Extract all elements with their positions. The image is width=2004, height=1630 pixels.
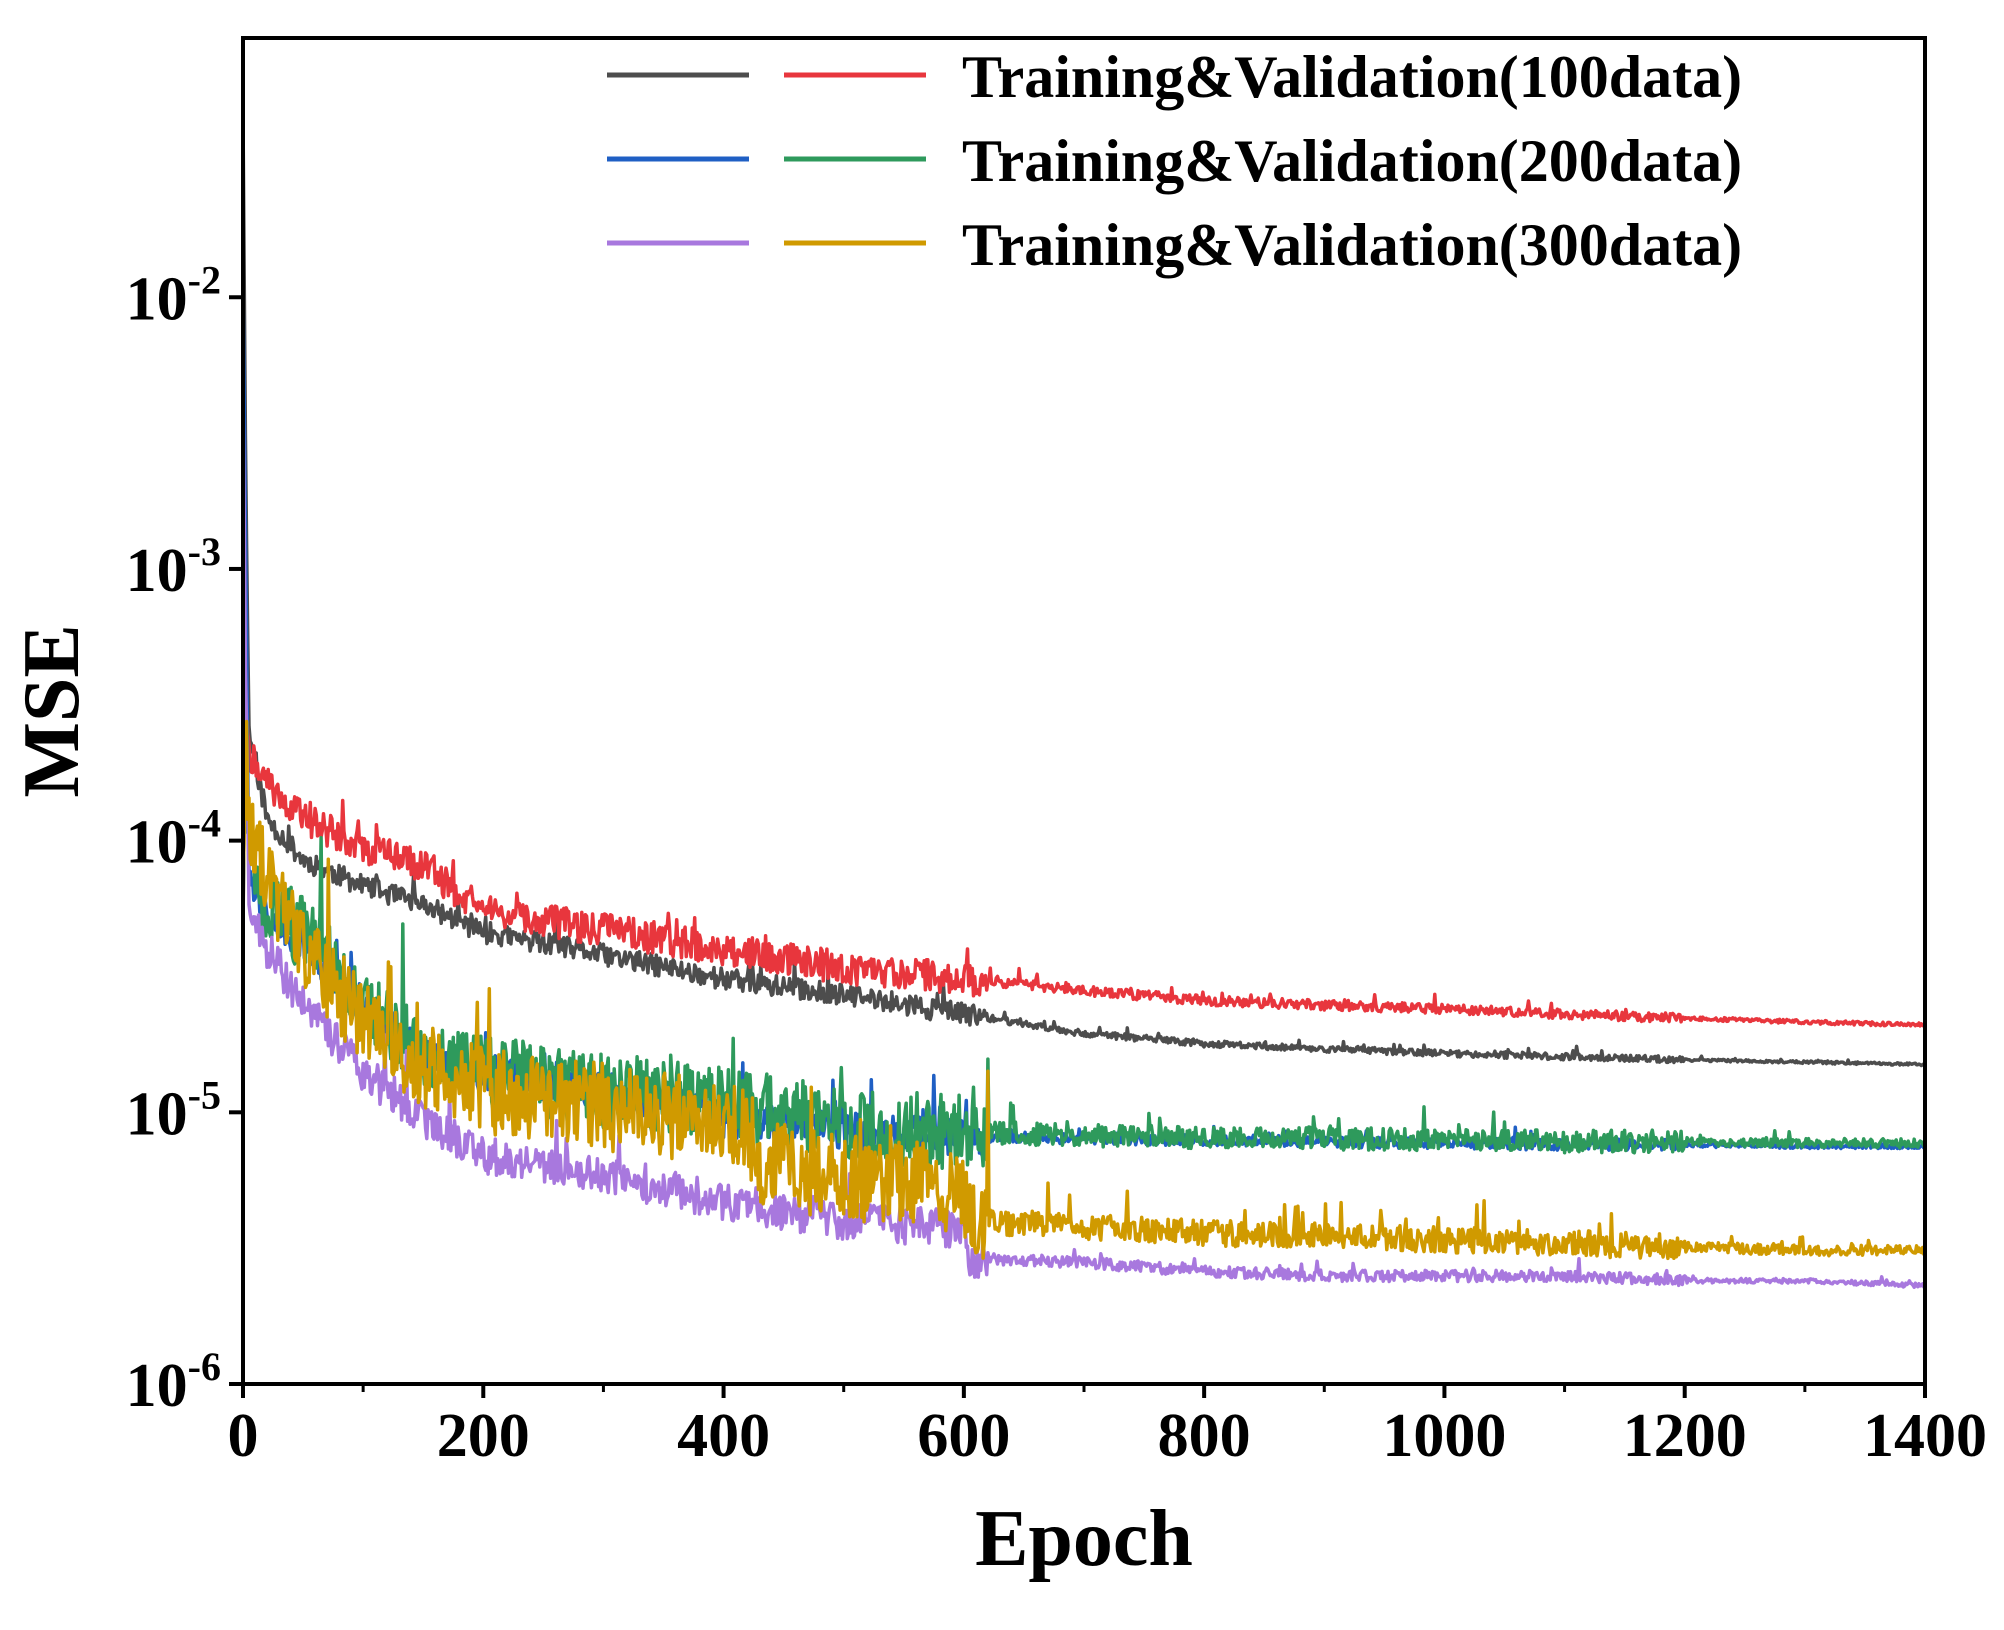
y-tick-label: 10-5: [126, 1072, 221, 1148]
legend-label: Training&Validation(300data): [962, 212, 1742, 278]
x-tick-label: 800: [1158, 1402, 1251, 1470]
legend-label: Training&Validation(200data): [962, 128, 1742, 194]
series-line-3: [243, 285, 1925, 1157]
series-layer: [243, 112, 1925, 1289]
series-line-2: [243, 712, 1925, 1028]
x-axis-label: Epoch: [975, 1495, 1193, 1583]
x-tick-label: 200: [437, 1402, 530, 1470]
y-tick-label: 10-4: [126, 801, 221, 877]
x-tick-label: 600: [917, 1402, 1010, 1470]
axis-layer: 0 200 400 600 800 1000 1200 1400 10-2 10-3 10-4 10-…: [126, 257, 1987, 1470]
series-line-6: [243, 719, 1925, 1261]
y-tick-label: 10-6: [126, 1344, 221, 1420]
series-line-1: [243, 112, 1925, 1068]
x-tick-label: 1000: [1382, 1402, 1506, 1470]
x-tick-label: 1200: [1623, 1402, 1747, 1470]
y-tick-label: 10-3: [126, 529, 221, 605]
y-tick-label: 10-2: [126, 257, 221, 333]
series-line-5: [243, 388, 1925, 1289]
x-tick-label: 1400: [1863, 1402, 1987, 1470]
x-tick-label: 0: [228, 1402, 259, 1470]
legend: Training&Validation(100data) Training&Val…: [607, 44, 1742, 278]
legend-label: Training&Validation(100data): [962, 44, 1742, 110]
series-line-4: [243, 775, 1925, 1170]
y-axis-label: MSE: [8, 624, 96, 797]
x-tick-label: 400: [677, 1402, 770, 1470]
